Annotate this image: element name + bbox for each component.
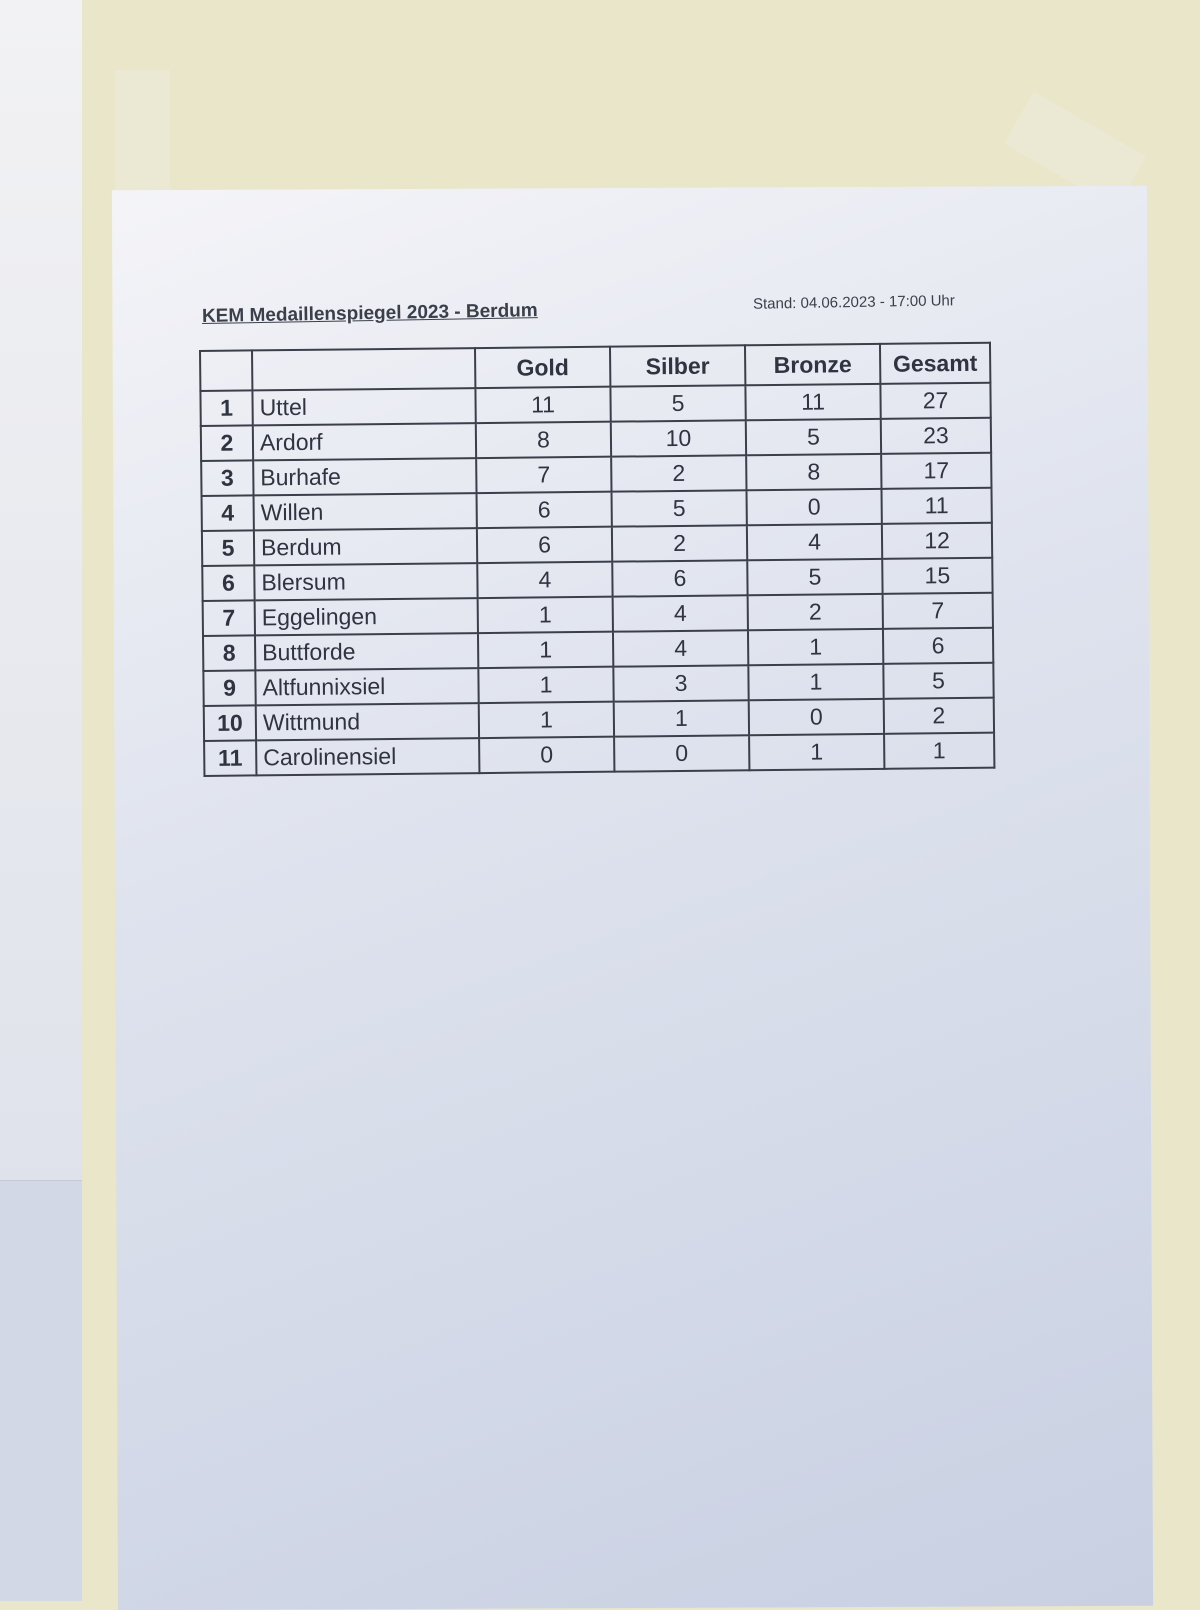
cell-team: Willen — [253, 493, 477, 531]
cell-bronze: 4 — [746, 523, 883, 561]
cell-rank: 2 — [200, 425, 254, 461]
cell-bronze: 1 — [749, 733, 885, 771]
cell-gesamt: 12 — [881, 522, 993, 559]
cell-bronze: 0 — [746, 488, 882, 526]
cell-silber: 4 — [612, 630, 749, 667]
cell-rank: 5 — [201, 530, 255, 566]
cell-gesamt: 5 — [883, 662, 994, 699]
header-rank — [200, 350, 253, 391]
cell-gold: 8 — [475, 421, 612, 459]
cell-team: Ardorf — [252, 423, 477, 461]
cell-team: Buttforde — [254, 633, 479, 671]
header-gold: Gold — [474, 346, 611, 389]
cell-silber: 1 — [613, 700, 750, 737]
medal-table: Gold Silber Bronze Gesamt 1 Uttel 11 5 11 27 2… — [199, 342, 995, 777]
cell-gold: 7 — [476, 456, 612, 494]
cell-rank: 11 — [204, 740, 257, 776]
cell-rank: 3 — [201, 460, 254, 496]
cell-team: Wittmund — [255, 703, 480, 741]
cell-bronze: 11 — [745, 383, 881, 421]
cell-gold: 6 — [476, 491, 612, 529]
timestamp: Stand: 04.06.2023 - 17:00 Uhr — [752, 292, 955, 313]
cell-team: Carolinensiel — [256, 738, 480, 776]
header-silber: Silber — [609, 345, 746, 387]
cell-gold: 1 — [478, 701, 615, 739]
cell-silber: 0 — [614, 735, 750, 772]
cell-silber: 5 — [611, 490, 747, 527]
cell-rank: 9 — [203, 670, 256, 706]
adjacent-paper-sheet-lower — [0, 1180, 82, 1601]
cell-team: Blersum — [254, 563, 478, 601]
cell-gesamt: 11 — [881, 487, 992, 524]
cell-bronze: 8 — [746, 453, 882, 491]
cell-silber: 2 — [611, 455, 747, 492]
cell-gesamt: 15 — [882, 557, 993, 594]
cell-gold: 0 — [479, 736, 615, 774]
cell-bronze: 1 — [747, 628, 884, 666]
cell-gold: 1 — [477, 596, 613, 634]
cell-bronze: 0 — [748, 698, 885, 736]
cell-team: Uttel — [252, 388, 476, 426]
cell-silber: 3 — [613, 665, 749, 702]
cell-silber: 4 — [612, 595, 748, 632]
cell-gesamt: 23 — [880, 417, 992, 454]
cell-silber: 2 — [611, 525, 748, 562]
cell-gold: 4 — [477, 561, 613, 599]
cell-rank: 4 — [201, 495, 254, 531]
cell-silber: 5 — [610, 385, 746, 422]
cell-team: Eggelingen — [254, 598, 478, 636]
cell-gesamt: 6 — [882, 627, 994, 664]
cell-team: Burhafe — [253, 458, 477, 496]
cell-bronze: 1 — [748, 663, 884, 701]
cell-silber: 6 — [612, 560, 748, 597]
cell-gold: 1 — [477, 631, 614, 669]
cell-rank: 7 — [202, 600, 255, 636]
cell-gesamt: 27 — [880, 382, 991, 419]
cell-bronze: 5 — [745, 418, 882, 456]
cell-team: Altfunnixsiel — [255, 668, 479, 706]
cell-gesamt: 2 — [883, 697, 995, 734]
table-row: 11 Carolinensiel 0 0 1 1 — [204, 732, 995, 776]
cell-gesamt: 1 — [884, 732, 995, 769]
cell-bronze: 5 — [747, 558, 883, 596]
cell-rank: 6 — [202, 565, 255, 601]
header-name — [252, 348, 476, 391]
cell-gold: 11 — [475, 386, 611, 424]
cell-bronze: 2 — [747, 593, 883, 631]
cell-gesamt: 17 — [881, 452, 992, 489]
header-gesamt: Gesamt — [879, 342, 991, 384]
cell-rank: 8 — [202, 635, 256, 671]
cell-rank: 1 — [200, 390, 253, 426]
header-bronze: Bronze — [744, 343, 881, 386]
cell-rank: 10 — [203, 705, 257, 741]
cell-gold: 1 — [478, 666, 614, 704]
cell-silber: 10 — [610, 420, 747, 457]
cell-gesamt: 7 — [882, 592, 993, 629]
cell-gold: 6 — [476, 526, 613, 564]
cell-team: Berdum — [253, 528, 478, 566]
